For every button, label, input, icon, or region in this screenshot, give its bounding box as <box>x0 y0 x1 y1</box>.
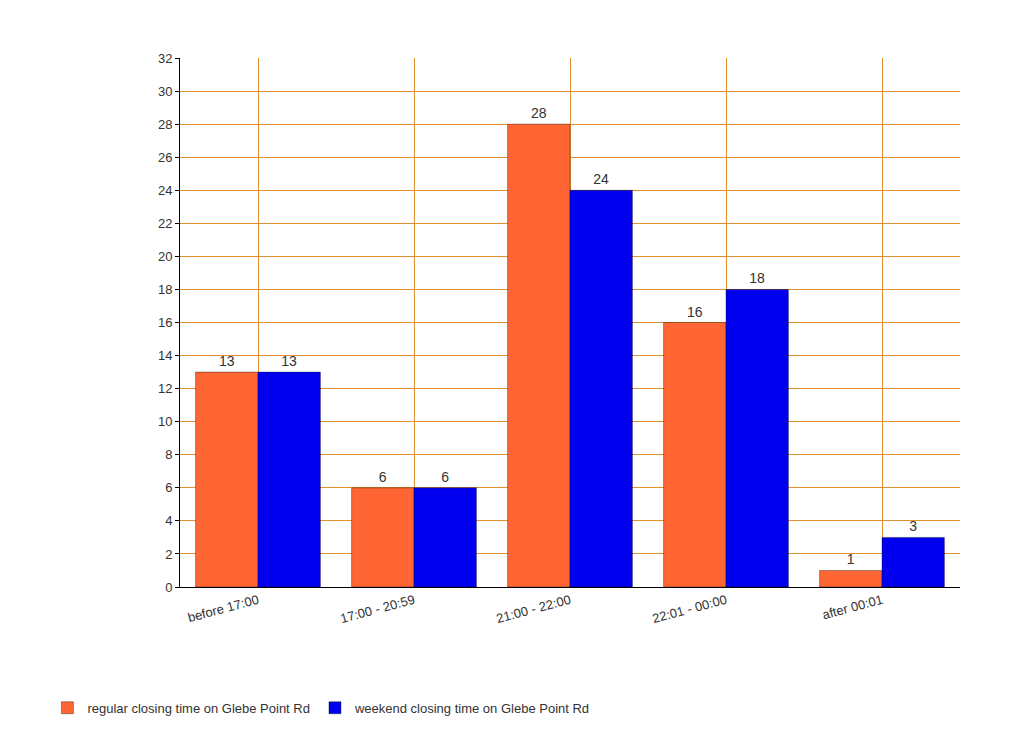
svg-text:8: 8 <box>165 447 172 462</box>
svg-text:22: 22 <box>158 216 172 231</box>
svg-text:28: 28 <box>531 105 547 121</box>
svg-text:2: 2 <box>165 546 172 561</box>
svg-text:1: 1 <box>847 551 855 567</box>
svg-text:6: 6 <box>165 480 172 495</box>
svg-text:after 00:01: after 00:01 <box>821 592 885 623</box>
svg-text:17:00 - 20:59: 17:00 - 20:59 <box>339 592 417 626</box>
svg-text:13: 13 <box>281 353 297 369</box>
svg-text:22:01 - 00:00: 22:01 - 00:00 <box>651 592 729 626</box>
svg-text:18: 18 <box>158 282 172 297</box>
svg-text:24: 24 <box>158 183 172 198</box>
svg-text:24: 24 <box>593 171 609 187</box>
svg-text:6: 6 <box>379 469 387 485</box>
svg-text:4: 4 <box>165 513 172 528</box>
svg-text:26: 26 <box>158 150 172 165</box>
svg-text:12: 12 <box>158 381 172 396</box>
svg-text:14: 14 <box>158 348 172 363</box>
svg-text:30: 30 <box>158 84 172 99</box>
svg-text:18: 18 <box>749 270 765 286</box>
svg-text:13: 13 <box>219 353 235 369</box>
svg-text:20: 20 <box>158 249 172 264</box>
svg-text:10: 10 <box>158 414 172 429</box>
svg-text:21:00 - 22:00: 21:00 - 22:00 <box>495 592 573 626</box>
svg-text:0: 0 <box>165 580 172 595</box>
svg-text:16: 16 <box>687 304 703 320</box>
svg-text:28: 28 <box>158 117 172 132</box>
svg-text:16: 16 <box>158 315 172 330</box>
svg-text:before 17:00: before 17:00 <box>186 592 260 625</box>
svg-text:32: 32 <box>158 51 172 66</box>
svg-text:3: 3 <box>909 518 917 534</box>
svg-text:weekend closing time on Glebe: weekend closing time on Glebe Point Rd <box>354 701 589 716</box>
svg-text:regular closing time on Glebe: regular closing time on Glebe Point Rd <box>87 701 310 716</box>
svg-text:6: 6 <box>441 469 449 485</box>
